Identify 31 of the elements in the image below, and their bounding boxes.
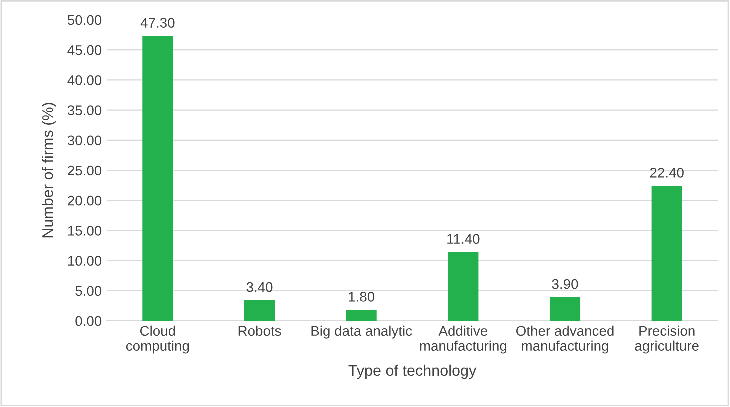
data-label: 47.30 — [140, 18, 175, 28]
x-tick-label: Other advanced manufacturing — [516, 326, 614, 354]
x-tick-label: Additive manufacturing — [420, 326, 507, 354]
x-tick-label: Precision agriculture — [635, 326, 699, 354]
data-label: 22.40 — [650, 168, 684, 178]
y-tick-label: 15.00 — [68, 226, 102, 236]
y-tick-label: 20.00 — [68, 196, 102, 206]
y-tick-label: 0.00 — [76, 316, 102, 326]
y-tick-label: 35.00 — [68, 106, 102, 116]
y-tick-label: 5.00 — [76, 286, 102, 296]
bar — [346, 310, 377, 321]
bar — [550, 298, 581, 321]
y-axis-title: Number of firms (%) — [42, 103, 56, 238]
data-label: 1.80 — [349, 292, 375, 302]
bar — [244, 300, 276, 321]
y-tick-label: 30.00 — [68, 136, 102, 146]
data-label: 3.40 — [246, 282, 273, 292]
bar — [652, 186, 682, 321]
y-tick-label: 25.00 — [68, 166, 102, 176]
y-tick-label: 10.00 — [68, 256, 102, 266]
data-label: 3.90 — [552, 279, 578, 290]
y-tick-label: 45.00 — [68, 45, 102, 56]
data-label: 11.40 — [448, 234, 480, 244]
x-tick-label: Robots — [238, 326, 282, 336]
bar — [142, 36, 174, 321]
x-tick-label: Cloud computing — [126, 326, 190, 354]
y-tick-label: 50.00 — [68, 15, 102, 26]
x-axis-title: Type of technology — [348, 364, 477, 380]
x-tick-label: Big data analytic — [312, 326, 412, 339]
bar — [448, 252, 479, 321]
y-tick-label: 40.00 — [68, 76, 102, 86]
